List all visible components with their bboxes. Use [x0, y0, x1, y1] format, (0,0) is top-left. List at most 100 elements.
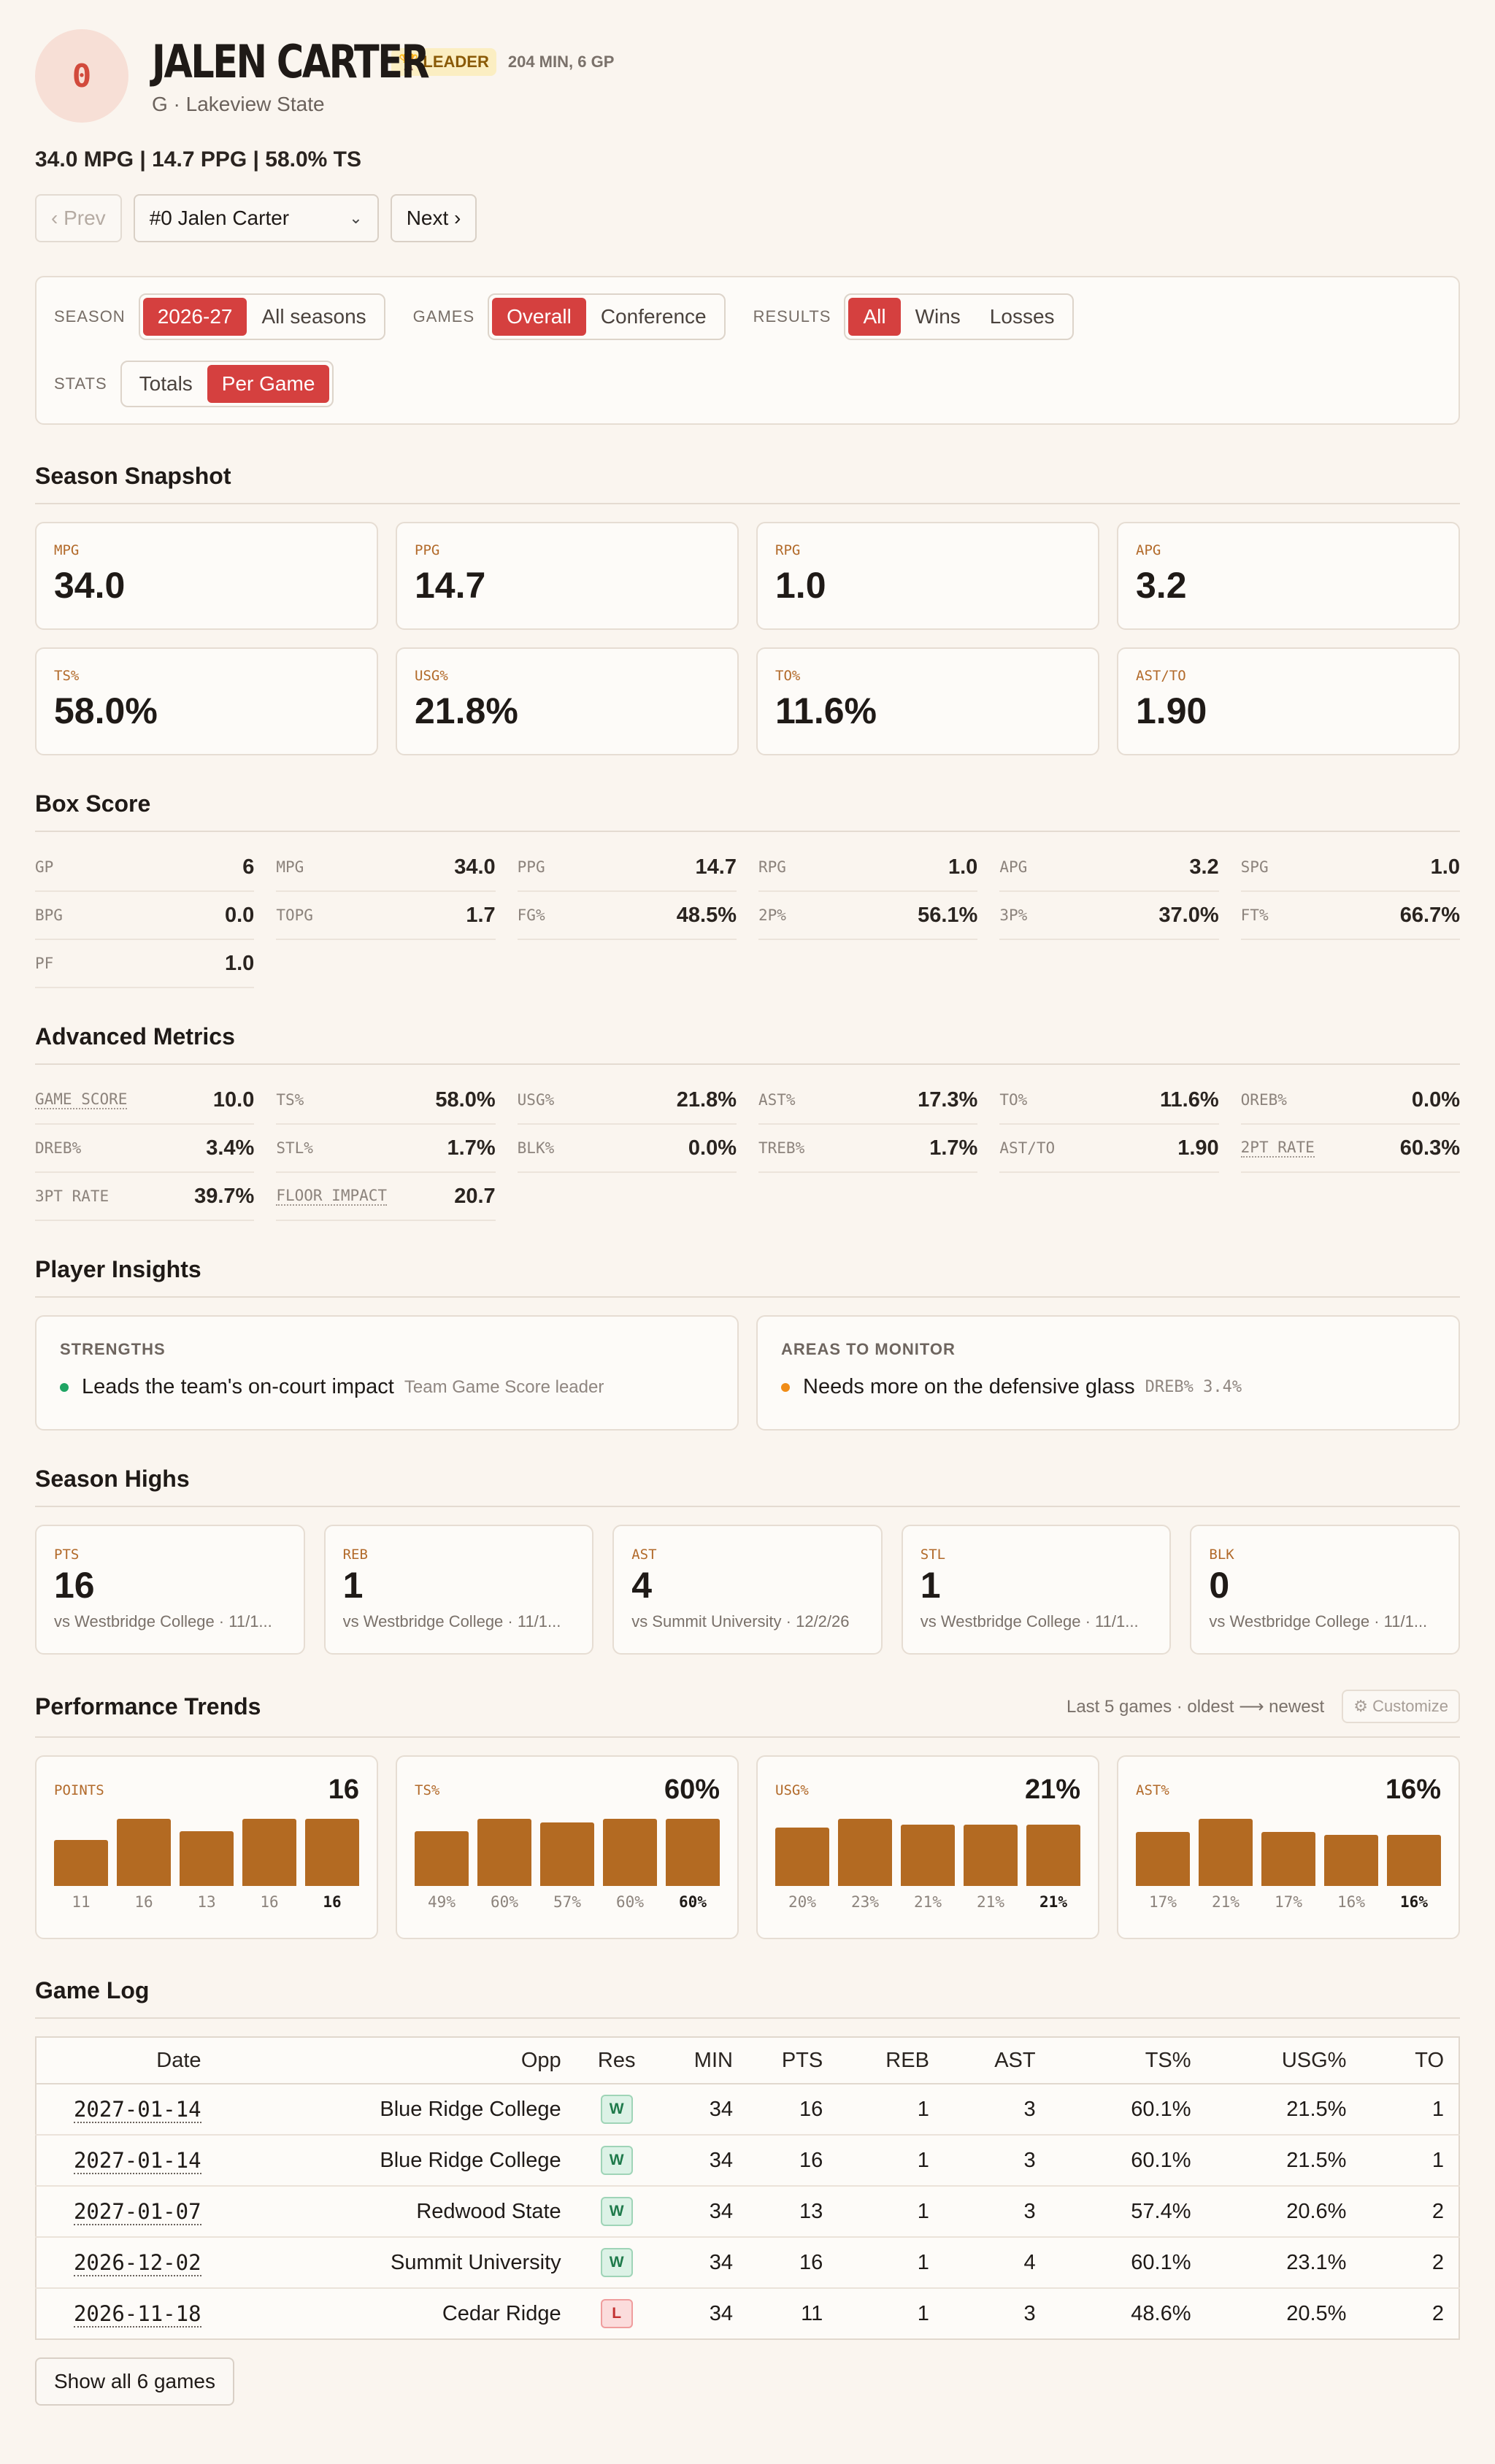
trend-card-header: TS% 60% — [415, 1774, 720, 1806]
trend-card-usg: USG% 21% 20% 23% 21% 21% 21% — [756, 1755, 1099, 1939]
trend-bar-label: 20% — [788, 1893, 816, 1911]
stat-usg: USG% 21.8% — [517, 1077, 737, 1125]
stats-option-totals[interactable]: Totals — [139, 372, 193, 395]
column-header-opp[interactable]: Opp — [215, 2037, 576, 2084]
stat-value: 21.8% — [676, 1087, 737, 1112]
stat-3pt-rate: 3PT RATE 39.7% — [35, 1173, 255, 1221]
trend-bar-label: 16 — [260, 1893, 279, 1911]
game-date-link[interactable]: 2027-01-07 — [73, 2198, 201, 2225]
trend-bar-label: 17% — [1275, 1893, 1302, 1911]
stat-label: APG — [999, 858, 1028, 876]
stat-value: 1.90 — [1177, 1136, 1219, 1160]
games-option-conference[interactable]: Conference — [600, 305, 707, 328]
customize-button[interactable]: ⚙ Customize — [1342, 1690, 1460, 1723]
games-filter-label: GAMES — [412, 307, 475, 326]
advanced-metrics-grid: GAME SCORE 10.0 TS% 58.0% USG% 21.8% AST% 17.3%… — [35, 1077, 1460, 1221]
snapshot-card-rpg: RPG 1.0 — [756, 522, 1099, 630]
cell-to: 1 — [1361, 2135, 1459, 2187]
game-date-link[interactable]: 2026-11-18 — [73, 2301, 201, 2328]
snapshot-grid: MPG 34.0 PPG 14.7 RPG 1.0 APG 3.2 TS% 58.0% USG% 21… — [35, 522, 1460, 755]
trend-card-header: USG% 21% — [775, 1774, 1080, 1806]
box-score-grid: GP 6 MPG 34.0 PPG 14.7 RPG 1.0 APG 3.2 SPG 1.0 BPG 0.… — [35, 844, 1460, 988]
stat-label: DREB% — [35, 1139, 82, 1157]
table-row: 2027-01-14 Blue Ridge College W 34 16 1 3 60.1%… — [36, 2084, 1459, 2136]
trend-current-value: 16% — [1385, 1774, 1441, 1805]
snapshot-card-ts: TS% 58.0% — [35, 647, 378, 755]
player-select[interactable]: #0 Jalen Carter ⌄ — [133, 194, 379, 242]
trend-bar-label: 57% — [553, 1893, 581, 1911]
strength-detail: Team Game Score leader — [404, 1377, 604, 1397]
trend-bar-labels: 20% 23% 21% 21% 21% — [775, 1893, 1080, 1911]
trend-bars — [1136, 1819, 1441, 1886]
trend-bar-label: 60% — [679, 1893, 707, 1911]
next-button[interactable]: Next › — [390, 194, 477, 242]
season-high-value: 4 — [631, 1565, 652, 1606]
trend-bar — [477, 1819, 531, 1886]
stat-value: 0.0 — [225, 903, 255, 927]
prev-button[interactable]: ‹ Prev — [35, 194, 122, 242]
stat-ts: TS% 58.0% — [276, 1077, 496, 1125]
results-option-losses[interactable]: Losses — [989, 305, 1055, 328]
season-high-context: vs Westbridge College · 11/1... — [54, 1612, 272, 1631]
column-header-ts[interactable]: TS% — [1050, 2037, 1206, 2084]
game-log-table: Date Opp Res MIN PTS REB AST TS% USG% TO 2027-01-… — [35, 2036, 1460, 2340]
cell-opponent: Redwood State — [215, 2186, 576, 2238]
trend-bar-labels: 17% 21% 17% 16% 16% — [1136, 1893, 1441, 1911]
season-filter: SEASON 2026-27 All seasons — [54, 293, 385, 340]
table-row: 2027-01-14 Blue Ridge College W 34 16 1 3 60.1%… — [36, 2135, 1459, 2187]
cell-result: L — [576, 2288, 658, 2339]
column-header-res[interactable]: Res — [575, 2037, 658, 2084]
stat-value: 1.0 — [225, 951, 255, 975]
column-header-to[interactable]: TO — [1361, 2037, 1459, 2084]
section-title-trends: Performance Trends — [35, 1693, 261, 1720]
chevron-down-icon: ⌄ — [349, 209, 363, 227]
show-all-games-button[interactable]: Show all 6 games — [35, 2357, 235, 2406]
trend-current-value: 60% — [664, 1774, 720, 1805]
results-option-wins[interactable]: Wins — [915, 305, 961, 328]
games-option-overall[interactable]: Overall — [492, 298, 586, 336]
game-date-link[interactable]: 2027-01-14 — [73, 2096, 201, 2123]
snapshot-label: USG% — [415, 668, 448, 684]
results-option-all[interactable]: All — [848, 298, 901, 336]
stat-value: 1.0 — [1430, 855, 1460, 879]
season-option-2026-27[interactable]: 2026-27 — [142, 298, 247, 336]
trend-bar — [964, 1825, 1018, 1886]
stat-label: 2P% — [758, 906, 786, 924]
game-date-link[interactable]: 2026-12-02 — [73, 2249, 201, 2276]
monitor-text: Needs more on the defensive glass — [803, 1375, 1135, 1398]
trend-bar-label: 21% — [1039, 1893, 1067, 1911]
stat-value: 1.7% — [447, 1136, 496, 1160]
trend-card-ast: AST% 16% 17% 21% 17% 16% 16% — [1117, 1755, 1460, 1939]
cell-date: 2027-01-14 — [36, 2135, 216, 2187]
trend-bar-label: 21% — [1212, 1893, 1240, 1911]
season-high-context: vs Summit University · 12/2/26 — [631, 1612, 850, 1631]
column-header-date[interactable]: Date — [36, 2037, 216, 2084]
season-option-all-seasons[interactable]: All seasons — [261, 305, 366, 328]
game-date-link[interactable]: 2027-01-14 — [73, 2147, 201, 2174]
stat-spg: SPG 1.0 — [1240, 844, 1460, 892]
stat-value: 1.7 — [466, 903, 496, 927]
column-header-pts[interactable]: PTS — [747, 2037, 838, 2084]
stat-label: 3PT RATE — [35, 1187, 109, 1205]
snapshot-card-ast-to: AST/TO 1.90 — [1117, 647, 1460, 755]
cell-pts: 13 — [747, 2186, 838, 2238]
cell-ast: 3 — [943, 2084, 1050, 2136]
stat-value: 3.4% — [206, 1136, 255, 1160]
column-header-reb[interactable]: REB — [837, 2037, 944, 2084]
trend-bar-label: 21% — [914, 1893, 942, 1911]
season-filter-options: 2026-27 All seasons — [138, 293, 385, 340]
stat-value: 6 — [242, 855, 255, 879]
stats-option-per-game[interactable]: Per Game — [207, 365, 330, 403]
column-header-min[interactable]: MIN — [657, 2037, 748, 2084]
season-high-blk: BLK 0 vs Westbridge College · 11/1... — [1190, 1525, 1460, 1655]
column-header-ast[interactable]: AST — [943, 2037, 1050, 2084]
trend-bar — [180, 1831, 234, 1886]
section-title-box-score: Box Score — [35, 790, 1460, 832]
column-header-usg[interactable]: USG% — [1205, 2037, 1361, 2084]
result-badge: W — [600, 2146, 633, 2175]
stat-apg: APG 3.2 — [999, 844, 1219, 892]
cell-opponent: Cedar Ridge — [442, 2301, 561, 2325]
cell-ast: 3 — [943, 2135, 1050, 2187]
stat-2p: 2P% 56.1% — [758, 892, 978, 940]
section-title-advanced: Advanced Metrics — [35, 1023, 1460, 1065]
